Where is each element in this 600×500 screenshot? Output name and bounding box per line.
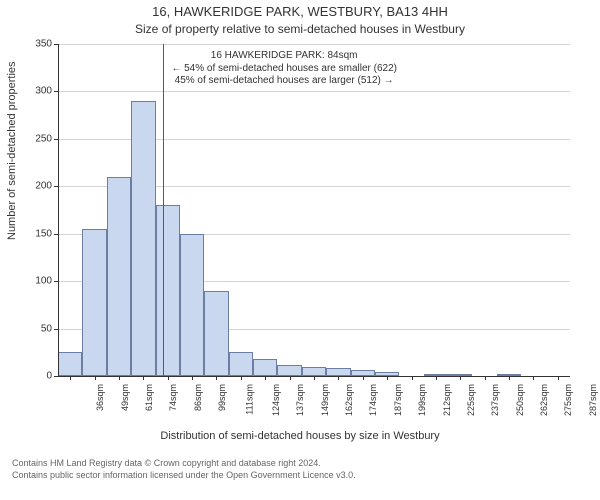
y-tick-label: 0: [24, 371, 52, 382]
x-tick-label: 212sqm: [442, 384, 452, 416]
x-tick-label: 287sqm: [588, 384, 598, 416]
x-tick-mark: [558, 376, 559, 380]
y-tick-label: 50: [24, 323, 52, 334]
footer-line-1: Contains HM Land Registry data © Crown c…: [12, 458, 321, 468]
x-tick-label: 74sqm: [168, 384, 178, 411]
x-tick-mark: [143, 376, 144, 380]
x-tick-label: 225sqm: [466, 384, 476, 416]
x-tick-label: 250sqm: [515, 384, 525, 416]
annotation-line-3: 45% of semi-detached houses are larger (…: [171, 75, 397, 88]
y-tick-mark: [54, 91, 58, 92]
x-tick-mark: [436, 376, 437, 380]
histogram-bar: [131, 101, 155, 376]
x-tick-mark: [290, 376, 291, 380]
footer-line-2: Contains public sector information licen…: [12, 470, 356, 480]
x-tick-label: 262sqm: [539, 384, 549, 416]
x-tick-mark: [192, 376, 193, 380]
x-tick-label: 237sqm: [490, 384, 500, 416]
annotation-line-1: 16 HAWKERIDGE PARK: 84sqm: [171, 50, 397, 63]
y-axis-label-text: Number of semi-detached properties: [6, 61, 18, 240]
x-tick-mark: [119, 376, 120, 380]
x-tick-mark: [265, 376, 266, 380]
histogram-bar: [302, 367, 326, 376]
x-tick-label: 49sqm: [120, 384, 130, 411]
y-tick-label: 350: [24, 39, 52, 50]
y-tick-mark: [54, 376, 58, 377]
x-tick-mark: [168, 376, 169, 380]
annotation-box: 16 HAWKERIDGE PARK: 84sqm ← 54% of semi-…: [171, 50, 397, 88]
page-title: 16, HAWKERIDGE PARK, WESTBURY, BA13 4HH: [0, 4, 600, 19]
x-tick-label: 174sqm: [368, 384, 378, 416]
x-tick-mark: [533, 376, 534, 380]
grid-line: [58, 44, 570, 45]
x-tick-label: 86sqm: [193, 384, 203, 411]
x-tick-label: 162sqm: [344, 384, 354, 416]
y-tick-mark: [54, 234, 58, 235]
plot-area: 16 HAWKERIDGE PARK: 84sqm ← 54% of semi-…: [58, 44, 570, 376]
y-tick-mark: [54, 186, 58, 187]
x-tick-mark: [241, 376, 242, 380]
y-tick-mark: [54, 139, 58, 140]
x-tick-label: 275sqm: [563, 384, 573, 416]
x-tick-mark: [70, 376, 71, 380]
x-tick-mark: [485, 376, 486, 380]
histogram-bar: [326, 368, 350, 376]
x-tick-label: 61sqm: [144, 384, 154, 411]
x-tick-mark: [509, 376, 510, 380]
x-tick-mark: [216, 376, 217, 380]
y-tick-label: 150: [24, 228, 52, 239]
y-axis-label: Number of semi-detached properties: [6, 61, 18, 240]
reference-line: [163, 44, 164, 376]
histogram-bar: [253, 359, 277, 376]
histogram-bar: [277, 365, 301, 376]
x-tick-mark: [338, 376, 339, 380]
annotation-line-2: ← 54% of semi-detached houses are smalle…: [171, 63, 397, 76]
histogram-bar: [229, 352, 253, 376]
x-tick-label: 124sqm: [271, 384, 281, 416]
x-tick-mark: [363, 376, 364, 380]
x-tick-mark: [412, 376, 413, 380]
x-tick-mark: [460, 376, 461, 380]
histogram-bar: [82, 229, 106, 376]
y-tick-label: 200: [24, 181, 52, 192]
x-tick-label: 36sqm: [95, 384, 105, 411]
y-tick-label: 250: [24, 133, 52, 144]
x-tick-mark: [314, 376, 315, 380]
histogram-bar: [180, 234, 204, 376]
grid-line: [58, 91, 570, 92]
y-axis: [58, 44, 59, 376]
x-tick-label: 137sqm: [295, 384, 305, 416]
x-axis-label: Distribution of semi-detached houses by …: [0, 430, 600, 442]
page-subtitle: Size of property relative to semi-detach…: [0, 22, 600, 36]
x-tick-mark: [387, 376, 388, 380]
histogram-bar: [107, 177, 131, 376]
x-tick-label: 99sqm: [217, 384, 227, 411]
chart-container: 16, HAWKERIDGE PARK, WESTBURY, BA13 4HH …: [0, 0, 600, 500]
x-tick-label: 199sqm: [417, 384, 427, 416]
x-tick-label: 187sqm: [393, 384, 403, 416]
histogram-bar: [156, 205, 180, 376]
histogram-bar: [58, 352, 82, 376]
y-tick-mark: [54, 329, 58, 330]
y-tick-mark: [54, 281, 58, 282]
x-tick-label: 149sqm: [320, 384, 330, 416]
x-tick-mark: [95, 376, 96, 380]
x-tick-label: 111sqm: [245, 384, 255, 415]
histogram-bar: [204, 291, 228, 376]
y-tick-mark: [54, 44, 58, 45]
y-tick-label: 100: [24, 276, 52, 287]
y-tick-label: 300: [24, 86, 52, 97]
